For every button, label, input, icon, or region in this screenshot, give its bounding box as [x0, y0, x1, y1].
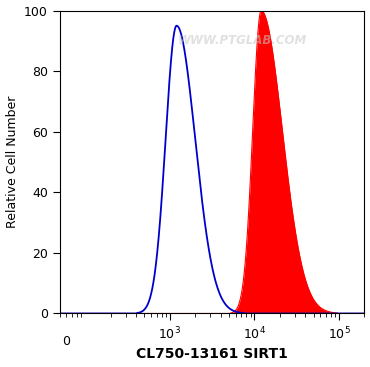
X-axis label: CL750-13161 SIRT1: CL750-13161 SIRT1 [136, 348, 288, 361]
Y-axis label: Relative Cell Number: Relative Cell Number [6, 96, 18, 228]
Text: WWW.PTGLAB.COM: WWW.PTGLAB.COM [178, 34, 307, 47]
Text: 0: 0 [62, 335, 70, 348]
